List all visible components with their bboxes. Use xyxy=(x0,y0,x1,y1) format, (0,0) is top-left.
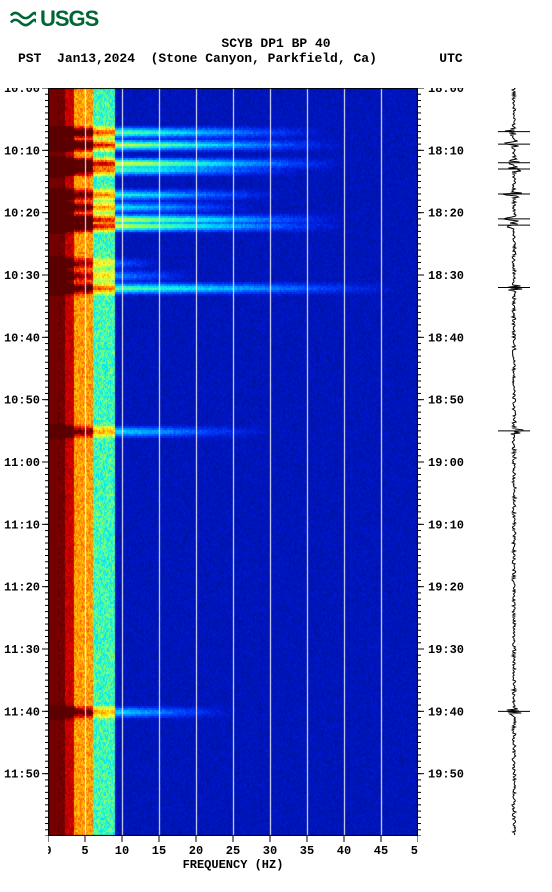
svg-text:30: 30 xyxy=(263,844,277,858)
utc-axis: 18:00 18:10 18:20 18:30 18:40 18:50 19:00 19:10… xyxy=(418,88,468,836)
logo-text: USGS xyxy=(40,6,98,32)
svg-text:11:00: 11:00 xyxy=(4,456,40,470)
svg-text:19:20: 19:20 xyxy=(428,581,464,595)
svg-text:15: 15 xyxy=(152,844,166,858)
wave-icon xyxy=(10,8,36,30)
svg-text:0: 0 xyxy=(48,844,52,858)
svg-text:10:00: 10:00 xyxy=(4,88,40,96)
svg-text:10:40: 10:40 xyxy=(4,331,40,345)
svg-text:11:20: 11:20 xyxy=(4,581,40,595)
svg-text:10:20: 10:20 xyxy=(4,207,40,221)
svg-text:10:10: 10:10 xyxy=(4,144,40,158)
svg-text:10:30: 10:30 xyxy=(4,269,40,283)
svg-text:35: 35 xyxy=(300,844,314,858)
svg-text:18:10: 18:10 xyxy=(428,144,464,158)
date-location: Jan13,2024 (Stone Canyon, Parkfield, Ca) xyxy=(57,51,377,66)
svg-text:19:40: 19:40 xyxy=(428,705,464,719)
svg-text:10:50: 10:50 xyxy=(4,394,40,408)
spectrogram xyxy=(48,88,418,836)
svg-text:19:00: 19:00 xyxy=(428,456,464,470)
svg-text:25: 25 xyxy=(226,844,240,858)
svg-text:50: 50 xyxy=(411,844,418,858)
svg-text:19:10: 19:10 xyxy=(428,518,464,532)
svg-text:5: 5 xyxy=(81,844,88,858)
usgs-logo: USGS xyxy=(10,6,98,32)
chart-header: SCYB DP1 BP 40 PST Jan13,2024 (Stone Can… xyxy=(0,36,552,66)
svg-text:FREQUENCY (HZ): FREQUENCY (HZ) xyxy=(183,858,284,872)
frequency-axis: 0 5 10 15 20 25 30 35 40 45 50 FREQUENCY (HZ) xyxy=(48,836,418,886)
svg-text:18:40: 18:40 xyxy=(428,331,464,345)
svg-text:11:30: 11:30 xyxy=(4,643,40,657)
svg-text:18:00: 18:00 xyxy=(428,88,464,96)
utc-label: UTC xyxy=(439,51,462,66)
svg-text:20: 20 xyxy=(189,844,203,858)
svg-text:10: 10 xyxy=(115,844,129,858)
svg-text:45: 45 xyxy=(374,844,388,858)
svg-text:11:50: 11:50 xyxy=(4,768,40,782)
pst-axis: 10:00 10:10 10:20 10:30 10:40 10:50 11:00 11:10… xyxy=(0,88,48,836)
svg-text:11:40: 11:40 xyxy=(4,705,40,719)
svg-text:40: 40 xyxy=(337,844,351,858)
waveform-strip xyxy=(490,88,538,836)
svg-text:11:10: 11:10 xyxy=(4,518,40,532)
svg-text:19:50: 19:50 xyxy=(428,768,464,782)
title-line1: SCYB DP1 BP 40 xyxy=(0,36,552,51)
pst-label: PST xyxy=(18,51,41,66)
svg-text:18:50: 18:50 xyxy=(428,394,464,408)
svg-text:18:30: 18:30 xyxy=(428,269,464,283)
svg-text:19:30: 19:30 xyxy=(428,643,464,657)
svg-text:18:20: 18:20 xyxy=(428,207,464,221)
